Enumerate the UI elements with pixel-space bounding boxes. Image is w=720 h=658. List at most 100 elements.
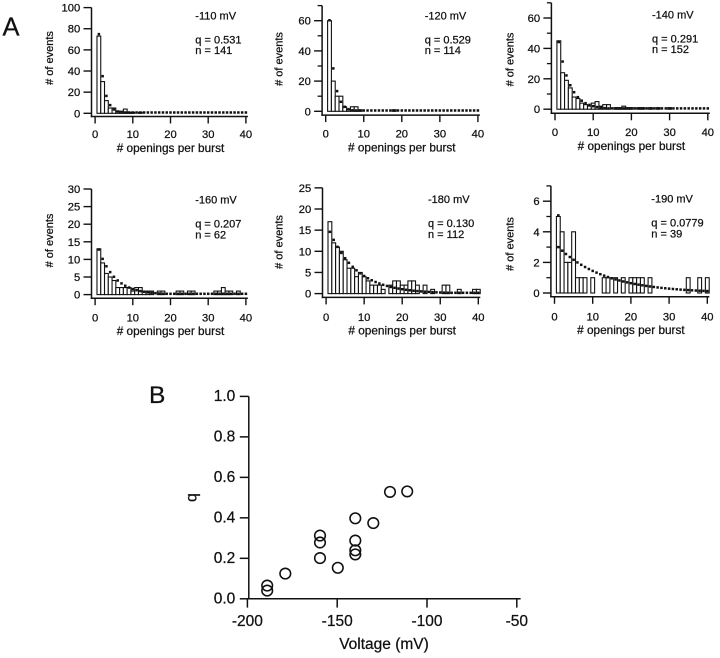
svg-text:# openings per burst: # openings per burst (117, 324, 225, 338)
svg-text:30: 30 (663, 127, 675, 139)
svg-text:40: 40 (240, 313, 252, 325)
svg-text:20: 20 (396, 312, 408, 324)
svg-text:20: 20 (528, 74, 540, 86)
svg-text:q = 0.531: q = 0.531 (195, 35, 241, 47)
svg-text:40: 40 (298, 46, 310, 58)
svg-text:-100: -100 (411, 613, 442, 630)
svg-text:10: 10 (127, 313, 139, 325)
svg-text:10: 10 (358, 128, 370, 140)
svg-text:-50: -50 (506, 613, 529, 630)
svg-text:10: 10 (587, 127, 599, 139)
svg-text:10: 10 (299, 246, 311, 258)
svg-text:60: 60 (298, 16, 310, 28)
svg-text:2: 2 (533, 257, 539, 269)
svg-text:B: B (149, 382, 165, 409)
svg-text:# of events: # of events (505, 217, 517, 271)
svg-text:# openings per burst: # openings per burst (578, 139, 686, 153)
svg-text:30: 30 (663, 311, 675, 323)
svg-text:40: 40 (68, 66, 80, 78)
svg-text:80: 80 (68, 24, 80, 36)
svg-text:-110 mV: -110 mV (195, 11, 236, 23)
svg-text:0.6: 0.6 (214, 469, 236, 486)
svg-text:-160 mV: -160 mV (195, 195, 237, 207)
svg-text:20: 20 (298, 76, 310, 88)
svg-text:-180 mV: -180 mV (428, 194, 470, 206)
svg-text:0.2: 0.2 (214, 550, 236, 567)
svg-text:40: 40 (528, 43, 540, 55)
svg-text:40: 40 (701, 311, 713, 323)
svg-text:A: A (3, 13, 20, 41)
svg-text:0: 0 (305, 289, 311, 301)
svg-text:0: 0 (323, 128, 329, 140)
svg-text:q = 0.130: q = 0.130 (428, 218, 474, 230)
svg-text:0: 0 (305, 106, 311, 118)
svg-text:20: 20 (299, 204, 311, 216)
svg-text:-200: -200 (232, 613, 263, 630)
svg-text:40: 40 (240, 129, 252, 141)
svg-text:q = 0.529: q = 0.529 (425, 35, 471, 47)
svg-text:# of events: # of events (505, 32, 517, 86)
svg-text:0: 0 (534, 104, 540, 116)
svg-text:4: 4 (533, 227, 539, 239)
svg-text:20: 20 (625, 311, 637, 323)
svg-text:q = 0.291: q = 0.291 (652, 34, 698, 46)
svg-text:# openings per burst: # openings per burst (348, 323, 456, 337)
svg-text:0: 0 (74, 290, 80, 302)
svg-text:20: 20 (625, 127, 637, 139)
svg-text:30: 30 (434, 312, 446, 324)
svg-text:5: 5 (305, 267, 311, 279)
svg-text:-140 mV: -140 mV (652, 10, 694, 22)
svg-text:30: 30 (202, 313, 214, 325)
svg-text:-120 mV: -120 mV (425, 11, 467, 23)
svg-text:0: 0 (533, 288, 539, 300)
svg-text:20: 20 (396, 128, 408, 140)
svg-text:# openings per burst: # openings per burst (348, 140, 456, 154)
svg-text:n = 114: n = 114 (425, 45, 461, 57)
svg-text:25: 25 (68, 202, 80, 214)
svg-text:0: 0 (92, 129, 98, 141)
svg-text:# of events: # of events (44, 213, 56, 267)
svg-text:-190 mV: -190 mV (651, 193, 693, 205)
svg-text:10: 10 (68, 254, 80, 266)
svg-text:n = 112: n = 112 (428, 229, 464, 241)
svg-text:0: 0 (551, 311, 557, 323)
svg-text:6: 6 (533, 196, 539, 208)
svg-text:0.8: 0.8 (214, 428, 236, 445)
svg-text:0: 0 (74, 108, 80, 120)
svg-text:0: 0 (92, 313, 98, 325)
svg-text:# openings per burst: # openings per burst (117, 141, 225, 155)
svg-text:60: 60 (68, 45, 80, 57)
svg-text:20: 20 (164, 129, 176, 141)
svg-text:q: q (184, 493, 201, 502)
svg-text:1.0: 1.0 (214, 388, 236, 405)
svg-text:5: 5 (74, 272, 80, 284)
svg-text:0.4: 0.4 (214, 509, 236, 526)
svg-text:-150: -150 (322, 613, 353, 630)
svg-text:# openings per burst: # openings per burst (577, 323, 685, 337)
svg-text:60: 60 (528, 13, 540, 25)
svg-text:# of events: # of events (274, 32, 286, 86)
svg-text:n = 62: n = 62 (195, 230, 226, 242)
svg-text:# of events: # of events (274, 215, 286, 269)
svg-text:30: 30 (68, 184, 80, 196)
svg-text:n = 39: n = 39 (651, 228, 682, 240)
svg-text:# of events: # of events (44, 31, 56, 85)
svg-text:0: 0 (552, 127, 558, 139)
svg-text:40: 40 (472, 312, 484, 324)
svg-text:20: 20 (68, 87, 80, 99)
svg-text:20: 20 (68, 219, 80, 231)
svg-text:Voltage (mV): Voltage (mV) (339, 636, 429, 653)
svg-text:20: 20 (164, 313, 176, 325)
svg-text:25: 25 (299, 183, 311, 195)
svg-text:10: 10 (586, 311, 598, 323)
svg-text:100: 100 (62, 3, 81, 15)
svg-text:15: 15 (68, 237, 80, 249)
svg-text:n = 141: n = 141 (195, 45, 232, 57)
svg-text:10: 10 (358, 312, 370, 324)
svg-text:q = 0.0779: q = 0.0779 (651, 217, 703, 229)
svg-text:30: 30 (202, 129, 214, 141)
svg-text:30: 30 (434, 128, 446, 140)
svg-text:0.0: 0.0 (214, 590, 236, 607)
svg-text:40: 40 (702, 127, 714, 139)
svg-text:10: 10 (127, 129, 139, 141)
